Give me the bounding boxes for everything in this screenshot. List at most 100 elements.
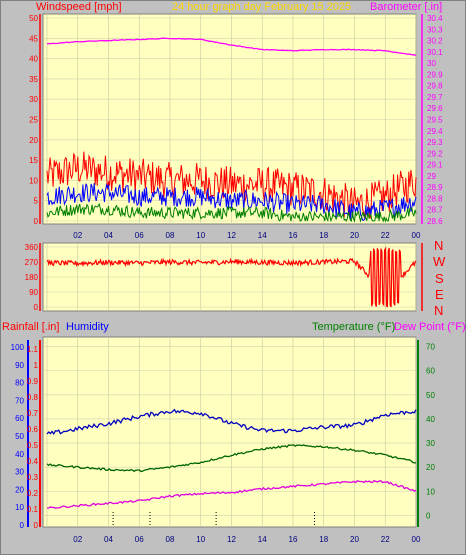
top-x-tick-label: 22	[381, 231, 390, 240]
rainfall-tick-label: 0.3	[27, 473, 39, 482]
barometer-tick-label: 28.7	[427, 206, 443, 215]
barometer-line	[46, 37, 417, 57]
humidity-tick-label: 90	[15, 361, 24, 370]
barometer-tick-label: 29.2	[427, 149, 443, 158]
bottom-x-tick-label: 22	[381, 535, 390, 544]
bottom-x-tick-label: 12	[227, 535, 236, 544]
rainfall-tick-label: 0.2	[27, 489, 39, 498]
barometer-tick-label: 29	[427, 172, 436, 181]
temperature-axis-label: Temperature (°F)	[312, 321, 395, 333]
barometer-tick-label: 29.9	[427, 70, 443, 79]
windspeed-tick-label: 0	[34, 217, 39, 226]
temp-humidity-plot-area	[42, 336, 417, 528]
bottom-series	[46, 408, 417, 509]
barometer-tick-label: 30.1	[427, 48, 443, 57]
bottom-x-tick-label: 00	[412, 535, 421, 544]
barometer-tick-label: 30	[427, 59, 436, 68]
humidity-tick-label: 50	[15, 432, 24, 441]
bottom-x-tick-label: 14	[258, 535, 267, 544]
humidity-tick-label: 80	[15, 379, 24, 388]
barometer-tick-label: 30.4	[427, 14, 443, 23]
wind-low-line	[46, 202, 417, 223]
top-x-tick-label: 12	[227, 231, 236, 240]
direction-tick-label: 0	[34, 303, 39, 312]
humidity-tick-label: 100	[11, 343, 25, 352]
direction-tick-label: 270	[25, 258, 39, 267]
windspeed-tick-label: 45	[29, 34, 38, 43]
temperature-tick-label: 30	[426, 439, 435, 448]
barometer-tick-label: 29.7	[427, 93, 443, 102]
barometer-tick-label: 28.6	[427, 217, 443, 226]
bottom-x-tick-label: 02	[73, 535, 82, 544]
rainfall-tick-label: 1	[34, 361, 39, 370]
rainfall-tick-label: 0.6	[27, 425, 39, 434]
compass-letter-s: S	[435, 271, 444, 286]
bottom-x-tick-label: 08	[166, 535, 175, 544]
rainfall-tick-label: 0.9	[27, 377, 39, 386]
rainfall-tick-label: 0.5	[27, 441, 39, 450]
humidity-tick-label: 60	[15, 414, 24, 423]
bottom-x-tick-label: 04	[104, 535, 113, 544]
direction-tick-label: 90	[29, 288, 38, 297]
compass-letters: N W S E N	[433, 238, 446, 318]
rainfall-tick-label: 0.1	[27, 505, 39, 514]
bottom-x-tick-labels: 02 04 06 08 10 12 14 16 18 20 22 00	[73, 535, 421, 544]
barometer-tick-label: 29.8	[427, 82, 443, 91]
top-x-tick-label: 20	[350, 231, 359, 240]
compass-letter-w: W	[433, 254, 446, 269]
temperature-tick-label: 50	[426, 391, 435, 400]
humidity-tick-label: 20	[15, 485, 24, 494]
barometer-tick-label: 30.3	[427, 25, 443, 34]
bottom-x-tick-label: 18	[319, 535, 328, 544]
humidity-tick-label: 30	[15, 468, 24, 477]
compass-letter-e: E	[435, 287, 444, 302]
rainfall-tick-labels: 0 0.1 0.2 0.3 0.4 0.5 0.6 0.7 0.8 0.9 1 1.1	[27, 345, 39, 530]
top-x-tick-labels: 02 04 06 08 10 12 14 16 18 20 22 00	[73, 231, 421, 240]
temperature-tick-label: 60	[426, 367, 435, 376]
windspeed-tick-label: 10	[29, 176, 38, 185]
barometer-tick-label: 29.1	[427, 161, 443, 170]
bottom-x-tick-label: 16	[289, 535, 298, 544]
rainfall-tick-label: 0.4	[27, 457, 39, 466]
date-title: 24 hour graph day February 15 2025	[172, 1, 351, 13]
temperature-tick-label: 40	[426, 415, 435, 424]
bottom-x-tick-label: 06	[135, 535, 144, 544]
top-x-tick-label: 00	[412, 231, 421, 240]
top-x-tick-label: 02	[73, 231, 82, 240]
windspeed-tick-label: 15	[29, 156, 38, 165]
direction-tick-label: 180	[25, 273, 39, 282]
top-panel-series	[46, 37, 417, 223]
windspeed-tick-label: 20	[29, 136, 38, 145]
windspeed-tick-label: 25	[29, 116, 38, 125]
top-x-tick-label: 16	[289, 231, 298, 240]
rain-event-markers	[112, 511, 316, 525]
compass-letter-n-bottom: N	[434, 303, 443, 318]
top-x-tick-label: 10	[196, 231, 205, 240]
humidity-tick-label: 40	[15, 450, 24, 459]
dewpoint-axis-label: Dew Point (°F)	[394, 321, 466, 333]
temperature-tick-label: 0	[426, 511, 431, 520]
wind-direction-line	[46, 246, 417, 308]
bottom-x-tick-label: 10	[196, 535, 205, 544]
humidity-tick-labels: 0 10 20 30 40 50 60 70 80 90 100	[11, 343, 25, 530]
rainfall-tick-label: 0.8	[27, 393, 39, 402]
top-x-tick-label: 08	[166, 231, 175, 240]
windspeed-tick-label: 30	[29, 95, 38, 104]
compass-letter-n-top: N	[434, 238, 443, 253]
temperature-tick-label: 20	[426, 463, 435, 472]
barometer-tick-labels: 28.6 28.7 28.8 28.9 29 29.1 29.2 29.3 29.4 29.5 29…	[427, 14, 443, 226]
top-x-tick-label: 14	[258, 231, 267, 240]
rainfall-tick-label: 0	[34, 521, 39, 530]
top-x-tick-label: 06	[135, 231, 144, 240]
bottom-gridlines	[43, 337, 417, 527]
temperature-tick-label: 10	[426, 487, 435, 496]
barometer-axis-label: Barometer [.in]	[370, 1, 442, 13]
barometer-tick-label: 29.6	[427, 104, 443, 113]
windspeed-tick-label: 35	[29, 75, 38, 84]
direction-tick-label: 360	[25, 243, 39, 252]
top-x-tick-label: 18	[319, 231, 328, 240]
top-x-tick-label: 04	[104, 231, 113, 240]
barometer-tick-label: 29.5	[427, 116, 443, 125]
humidity-tick-label: 0	[20, 521, 25, 530]
